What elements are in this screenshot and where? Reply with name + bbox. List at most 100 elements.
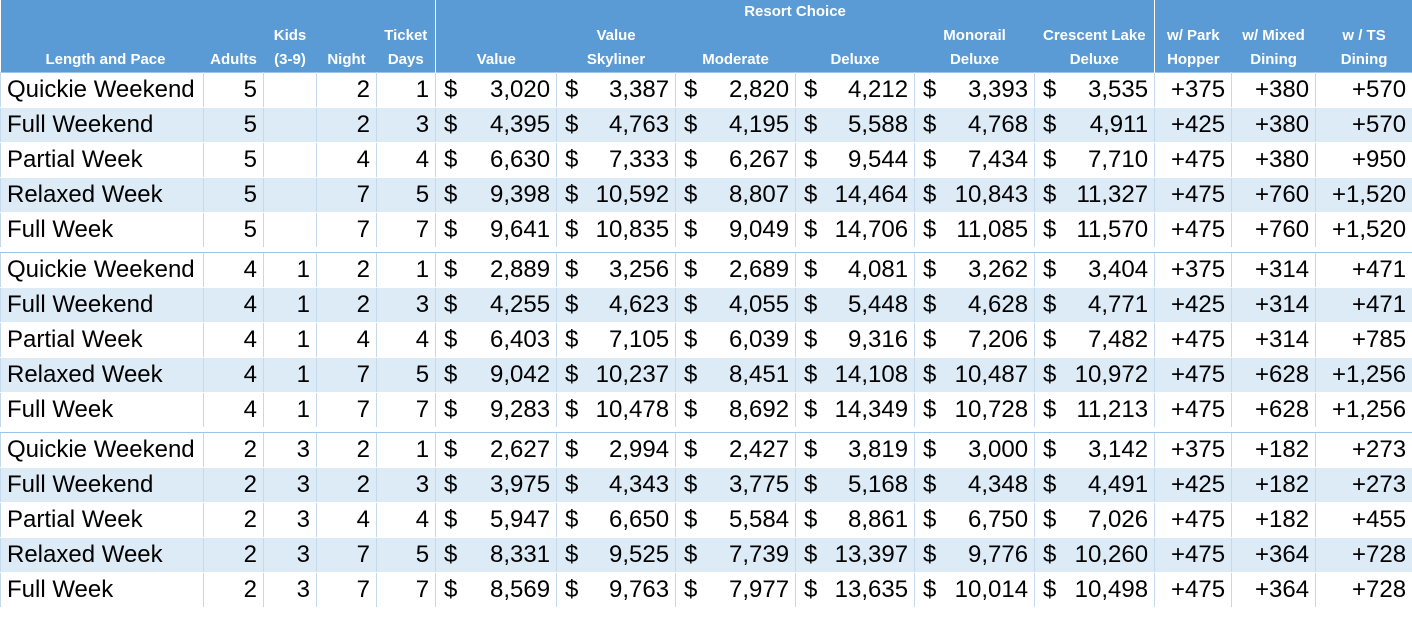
deluxe-price[interactable]: $13,635 [795,572,916,608]
ticket-days-cell[interactable]: 3 [375,287,437,323]
moderate-price[interactable]: $3,775 [675,467,797,503]
mixed-dining-addon[interactable]: +182 [1231,467,1317,503]
nights-cell[interactable]: 2 [316,107,377,143]
deluxe-price[interactable]: $3,819 [795,432,916,468]
ts-dining-addon[interactable]: +455 [1315,502,1412,538]
adults-cell[interactable]: 5 [203,107,264,143]
mixed-dining-addon[interactable]: +182 [1231,432,1317,468]
deluxe-price[interactable]: $14,706 [795,212,916,248]
moderate-price[interactable]: $6,039 [675,322,797,358]
mixed-dining-addon[interactable]: +364 [1231,537,1317,573]
deluxe-price[interactable]: $14,349 [795,392,916,428]
row-label[interactable]: Quickie Weekend [0,252,204,288]
moderate-price[interactable]: $8,692 [675,392,797,428]
row-label[interactable]: Relaxed Week [0,177,204,213]
skyliner-price[interactable]: $3,387 [556,72,677,108]
crescent-price[interactable]: $10,260 [1034,537,1156,573]
mixed-dining-addon[interactable]: +364 [1231,572,1317,608]
moderate-price[interactable]: $2,689 [675,252,797,288]
skyliner-price[interactable]: $9,525 [556,537,677,573]
ts-dining-addon[interactable]: +950 [1315,142,1412,178]
ticket-days-cell[interactable]: 7 [375,392,437,428]
crescent-price[interactable]: $10,972 [1034,357,1156,393]
moderate-price[interactable]: $4,195 [675,107,797,143]
mixed-dining-addon[interactable]: +314 [1231,322,1317,358]
kids-cell[interactable]: 3 [263,572,317,608]
monorail-price[interactable]: $4,628 [914,287,1036,323]
value-price[interactable]: $9,283 [435,392,558,428]
value-price[interactable]: $4,255 [435,287,558,323]
moderate-price[interactable]: $5,584 [675,502,797,538]
nights-cell[interactable]: 2 [316,432,377,468]
adults-cell[interactable]: 2 [203,537,264,573]
row-label[interactable]: Partial Week [0,502,204,538]
row-label[interactable]: Full Week [0,392,204,428]
crescent-price[interactable]: $10,498 [1034,572,1156,608]
skyliner-price[interactable]: $10,592 [556,177,677,213]
ticket-days-cell[interactable]: 4 [375,322,437,358]
park-hopper-addon[interactable]: +475 [1154,142,1233,178]
moderate-price[interactable]: $8,807 [675,177,797,213]
adults-cell[interactable]: 2 [203,572,264,608]
monorail-price[interactable]: $3,393 [914,72,1036,108]
mixed-dining-addon[interactable]: +760 [1231,212,1317,248]
skyliner-price[interactable]: $10,237 [556,357,677,393]
row-label[interactable]: Relaxed Week [0,357,204,393]
park-hopper-addon[interactable]: +425 [1154,467,1233,503]
moderate-price[interactable]: $9,049 [675,212,797,248]
crescent-price[interactable]: $11,213 [1034,392,1156,428]
ticket-days-cell[interactable]: 4 [375,142,437,178]
kids-cell[interactable]: 1 [263,357,317,393]
park-hopper-addon[interactable]: +375 [1154,432,1233,468]
ticket-days-cell[interactable]: 5 [375,537,437,573]
deluxe-price[interactable]: $4,212 [795,72,916,108]
park-hopper-addon[interactable]: +475 [1154,502,1233,538]
park-hopper-addon[interactable]: +475 [1154,212,1233,248]
skyliner-price[interactable]: $7,333 [556,142,677,178]
row-label[interactable]: Full Week [0,572,204,608]
kids-cell[interactable] [263,212,317,248]
monorail-price[interactable]: $3,262 [914,252,1036,288]
value-price[interactable]: $6,403 [435,322,558,358]
monorail-price[interactable]: $10,014 [914,572,1036,608]
kids-cell[interactable]: 1 [263,322,317,358]
value-price[interactable]: $3,975 [435,467,558,503]
ticket-days-cell[interactable]: 7 [375,572,437,608]
monorail-price[interactable]: $7,434 [914,142,1036,178]
monorail-price[interactable]: $4,348 [914,467,1036,503]
ticket-days-cell[interactable]: 5 [375,357,437,393]
ticket-days-cell[interactable]: 1 [375,72,437,108]
row-label[interactable]: Quickie Weekend [0,72,204,108]
monorail-price[interactable]: $10,728 [914,392,1036,428]
monorail-price[interactable]: $9,776 [914,537,1036,573]
ts-dining-addon[interactable]: +273 [1315,432,1412,468]
row-label[interactable]: Relaxed Week [0,537,204,573]
moderate-price[interactable]: $8,451 [675,357,797,393]
ts-dining-addon[interactable]: +273 [1315,467,1412,503]
kids-cell[interactable] [263,72,317,108]
crescent-price[interactable]: $3,535 [1034,72,1156,108]
moderate-price[interactable]: $4,055 [675,287,797,323]
deluxe-price[interactable]: $9,544 [795,142,916,178]
kids-cell[interactable] [263,107,317,143]
ts-dining-addon[interactable]: +570 [1315,72,1412,108]
crescent-price[interactable]: $3,404 [1034,252,1156,288]
ts-dining-addon[interactable]: +1,256 [1315,357,1412,393]
ts-dining-addon[interactable]: +1,520 [1315,212,1412,248]
crescent-price[interactable]: $4,911 [1034,107,1156,143]
park-hopper-addon[interactable]: +425 [1154,107,1233,143]
monorail-price[interactable]: $10,487 [914,357,1036,393]
value-price[interactable]: $8,569 [435,572,558,608]
mixed-dining-addon[interactable]: +314 [1231,287,1317,323]
ticket-days-cell[interactable]: 5 [375,177,437,213]
kids-cell[interactable]: 3 [263,432,317,468]
crescent-price[interactable]: $4,771 [1034,287,1156,323]
deluxe-price[interactable]: $5,448 [795,287,916,323]
park-hopper-addon[interactable]: +375 [1154,252,1233,288]
park-hopper-addon[interactable]: +375 [1154,72,1233,108]
ts-dining-addon[interactable]: +570 [1315,107,1412,143]
skyliner-price[interactable]: $9,763 [556,572,677,608]
mixed-dining-addon[interactable]: +314 [1231,252,1317,288]
monorail-price[interactable]: $6,750 [914,502,1036,538]
adults-cell[interactable]: 5 [203,212,264,248]
